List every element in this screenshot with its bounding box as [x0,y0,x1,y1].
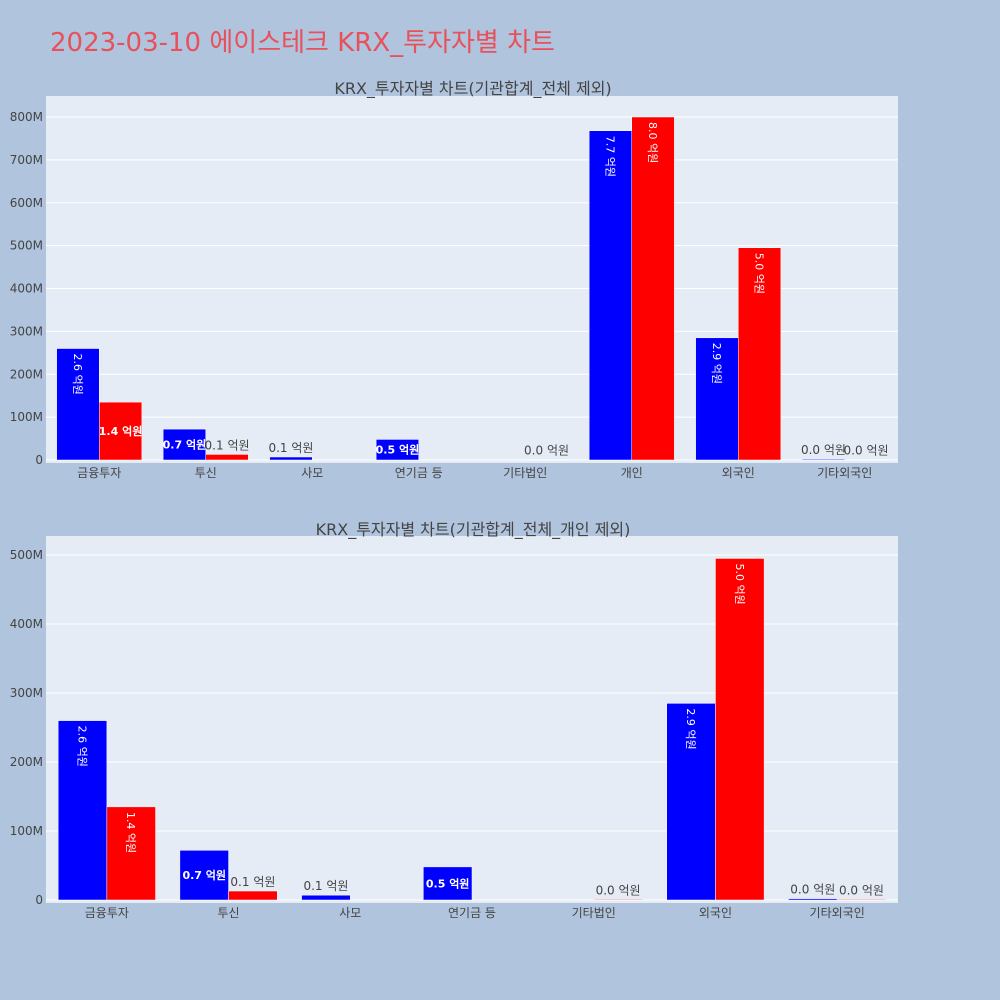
data-label: 0.7 억원 [182,868,226,882]
y-tick-label: 800M [10,110,43,124]
y-tick-label: 500M [10,239,43,253]
data-label: 0.0 억원 [844,444,889,458]
bar-buy [666,703,716,901]
data-label: 8.0 억원 [646,122,659,163]
data-label: 2.9 억원 [710,343,723,384]
bar-buy [788,898,838,901]
y-tick-label: 400M [10,617,43,631]
y-tick-label: 300M [10,324,43,338]
bar-buy [375,439,419,461]
y-tick-label: 200M [10,367,43,381]
bar-sell [631,116,675,461]
data-label: 1.4 억원 [99,424,143,438]
data-label: 0.0 억원 [801,443,846,457]
bar-sell [205,454,249,461]
data-label: 0.1 억원 [303,879,348,893]
data-label: 0.1 억원 [230,875,275,889]
y-tick-label: 0 [35,453,43,467]
data-label: 0.5 억원 [376,443,420,457]
bar-sell [593,899,643,901]
y-tick-label: 100M [10,410,43,424]
bar-sell [836,899,887,901]
bar-sell [228,890,278,901]
x-tick-label: 사모 [301,466,323,480]
plot-area-1 [46,536,898,903]
x-tick-label: 외국인 [699,906,732,920]
x-tick-label: 연기금 등 [448,906,496,920]
y-tick-label: 400M [10,282,43,296]
data-label: 0.1 억원 [268,441,313,455]
x-tick-label: 투신 [218,906,240,920]
data-label: 5.0 억원 [733,563,746,604]
data-label: 7.7 억원 [603,136,616,177]
x-tick-label: 기타법인 [503,466,547,480]
x-tick-label: 기타외국인 [817,466,872,480]
data-label: 0.1 억원 [205,438,250,452]
data-label: 0.0 억원 [596,883,641,897]
x-tick-label: 금융투자 [85,906,129,920]
bar-buy [801,458,846,461]
data-label: 0.0 억원 [839,883,884,897]
y-tick-label: 300M [10,686,43,700]
data-label: 2.9 억원 [684,708,697,749]
chart-title-0: KRX_투자자별 차트(기관합계_전체 제외) [334,79,611,99]
x-tick-label: 기타외국인 [810,906,865,920]
x-tick-label: 연기금 등 [395,466,443,480]
page-title: 2023-03-10 에이스테크 KRX_투자자별 차트 [50,28,555,58]
y-tick-label: 200M [10,755,43,769]
bar-buy [179,850,229,901]
data-label: 0.0 억원 [790,883,835,897]
x-tick-label: 투신 [195,466,217,480]
x-tick-label: 외국인 [722,466,755,480]
data-label: 2.6 억원 [76,726,89,767]
x-tick-label: 금융투자 [77,466,121,480]
x-tick-label: 개인 [621,466,643,480]
y-tick-label: 100M [10,824,43,838]
bar-buy [588,130,633,461]
y-tick-label: 700M [10,153,43,167]
data-label: 0.0 억원 [524,444,569,458]
bar-buy [695,337,739,461]
bar-buy [57,720,108,901]
data-label: 1.4 억원 [124,812,137,853]
data-label: 2.6 억원 [71,354,84,395]
bar-buy [269,456,313,461]
bar-buy [423,866,473,901]
bar-sell [99,401,143,461]
bar-sell [738,247,782,461]
y-tick-label: 500M [10,548,43,562]
bar-buy [301,894,351,901]
bar-buy [56,348,100,461]
y-tick-label: 600M [10,196,43,210]
bar-sell [715,558,765,901]
x-tick-label: 사모 [339,906,361,920]
data-label: 5.0 억원 [753,253,766,294]
bar-buy [162,428,206,461]
chart-title-1: KRX_투자자별 차트(기관합계_전체_개인 제외) [316,520,631,540]
y-tick-label: 0 [35,893,43,907]
x-tick-label: 기타법인 [572,906,616,920]
data-label: 0.7 억원 [163,438,207,452]
data-label: 0.5 억원 [426,876,470,890]
bar-sell [106,806,156,901]
